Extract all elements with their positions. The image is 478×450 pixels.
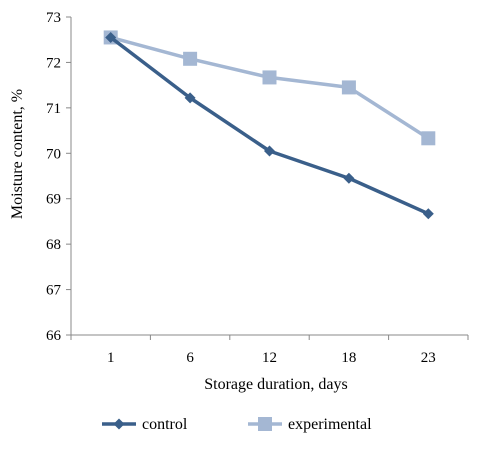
series-group	[103, 30, 436, 220]
data-point-control	[105, 31, 117, 43]
legend-marker-control	[113, 418, 125, 430]
data-point-control	[264, 145, 275, 157]
legend: control experimental	[102, 416, 372, 433]
y-axis-ticks: 66 67 68 69 70 71 72 73	[46, 10, 71, 344]
y-tick-label: 73	[46, 10, 61, 26]
y-tick-label: 69	[46, 192, 61, 208]
y-tick-label: 72	[46, 55, 61, 71]
y-axis-title: Moisture content, %	[9, 89, 26, 219]
y-tick-label: 71	[46, 101, 61, 117]
x-tick-label: 6	[186, 350, 194, 366]
series-line-experimental	[110, 35, 430, 140]
y-tick-label: 70	[46, 146, 61, 162]
x-tick-label: 1	[107, 350, 115, 366]
legend-marker-experimental	[258, 417, 272, 431]
data-point-experimental	[341, 80, 356, 95]
axes	[70, 17, 468, 336]
x-tick-label: 12	[262, 350, 277, 366]
x-tick-label: 23	[421, 350, 436, 366]
data-point-experimental	[262, 70, 277, 85]
x-axis-title: Storage duration, days	[204, 376, 348, 393]
data-point-control	[184, 92, 196, 104]
legend-label-experimental: experimental	[288, 416, 372, 433]
x-tick-label: 18	[341, 350, 356, 366]
data-point-experimental	[421, 131, 436, 146]
y-tick-label: 66	[46, 328, 62, 344]
data-point-control	[422, 208, 434, 220]
legend-label-control: control	[142, 416, 188, 433]
data-point-control	[343, 172, 355, 184]
series-line-control	[109, 36, 430, 216]
x-axis-ticks: 1 6 12 18 23	[70, 335, 469, 366]
data-point-experimental	[183, 51, 198, 66]
y-tick-label: 68	[46, 237, 61, 253]
y-tick-label: 67	[46, 283, 62, 299]
